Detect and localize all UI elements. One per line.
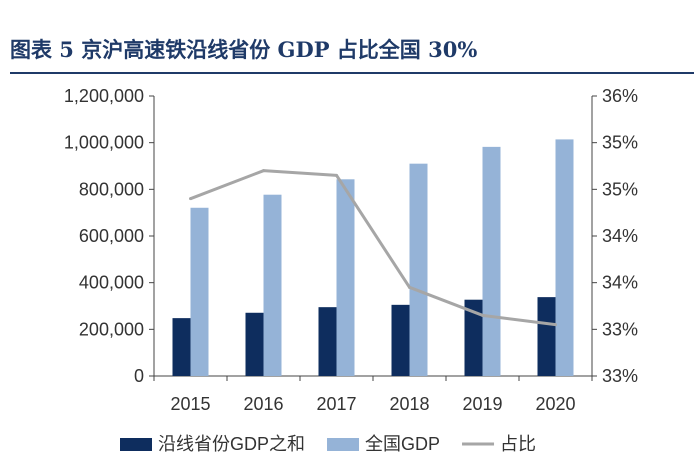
right-axis-tick-label: 36% <box>602 86 638 106</box>
share-point <box>554 323 557 327</box>
right-axis-tick-label: 35% <box>602 133 638 153</box>
bar-provinces-gdp <box>172 318 191 376</box>
bar-national-gdp <box>555 139 574 376</box>
x-axis-tick-label: 2018 <box>389 394 429 414</box>
bar-provinces-gdp <box>318 307 337 376</box>
bar-provinces-gdp <box>245 312 264 376</box>
legend-label: 全国GDP <box>365 434 440 454</box>
left-axis-tick-label: 400,000 <box>79 273 144 293</box>
x-axis-tick-label: 2017 <box>316 394 356 414</box>
bar-national-gdp <box>263 194 282 376</box>
left-axis-tick-label: 800,000 <box>79 179 144 199</box>
legend-swatch <box>327 438 360 451</box>
share-point <box>408 285 411 289</box>
right-axis-tick-label: 33% <box>602 319 638 339</box>
share-point <box>189 197 192 201</box>
bar-national-gdp <box>482 146 501 376</box>
title-underline <box>10 72 694 74</box>
left-axis-tick-label: 0 <box>134 366 144 386</box>
bar-provinces-gdp <box>391 304 410 376</box>
x-axis-tick-label: 2019 <box>462 394 502 414</box>
left-axis-tick-label: 1,000,000 <box>64 133 144 153</box>
right-axis-tick-label: 33% <box>602 366 638 386</box>
share-line <box>189 169 556 327</box>
right-axis-tick-label: 34% <box>602 226 638 246</box>
share-point <box>262 169 265 173</box>
x-axis-tick-label: 2020 <box>535 394 575 414</box>
left-axis-tick-label: 600,000 <box>79 226 144 246</box>
bar-national-gdp <box>409 163 428 376</box>
share-point <box>335 173 338 177</box>
left-axis-tick-label: 200,000 <box>79 319 144 339</box>
x-axis-tick-label: 2016 <box>243 394 283 414</box>
x-axis-tick-label: 2015 <box>170 394 210 414</box>
bar-national-gdp <box>190 207 209 376</box>
right-axis-tick-label: 34% <box>602 273 638 293</box>
legend-swatch <box>120 438 152 451</box>
right-axis-tick-label: 35% <box>602 179 638 199</box>
bar-national-gdp <box>336 179 355 376</box>
left-axis-tick-label: 1,200,000 <box>64 86 144 106</box>
bar-provinces-gdp <box>464 299 483 376</box>
legend-label: 沿线省份GDP之和 <box>158 434 305 454</box>
chart-title: 图表 5 京沪高速铁沿线省份 GDP 占比全国 30% <box>10 37 478 62</box>
share-point <box>481 313 484 317</box>
legend-label: 占比 <box>500 434 536 454</box>
bar-provinces-gdp <box>537 297 556 376</box>
